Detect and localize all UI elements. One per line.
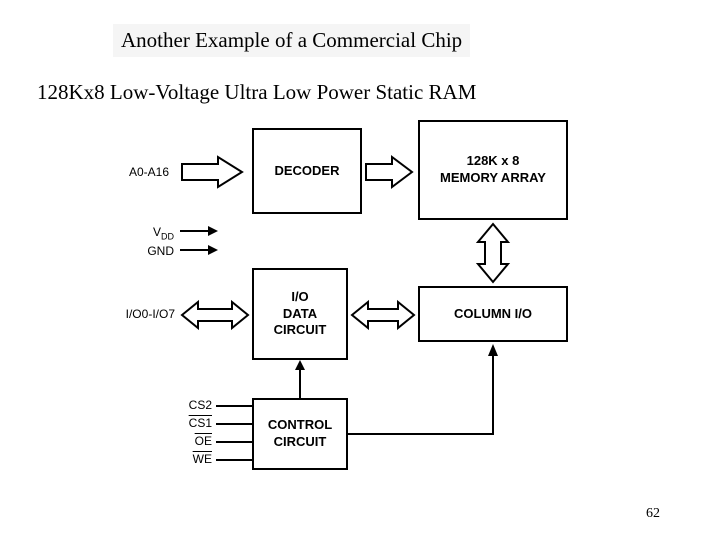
block-column-io: COLUMN I/O: [418, 286, 568, 342]
slide-title: Another Example of a Commercial Chip: [113, 24, 470, 57]
pin-oe: OE: [176, 434, 212, 448]
pin-io-bus: I/O0-I/O7: [109, 307, 175, 321]
arrow-io-to-column: [350, 300, 416, 330]
line-cs2: [216, 404, 252, 408]
arrow-addr-to-decoder: [180, 155, 246, 189]
arrow-control-to-io: [294, 358, 306, 400]
line-oe: [216, 440, 252, 444]
pin-address: A0-A16: [109, 165, 169, 179]
pin-cs2: CS2: [176, 398, 212, 412]
line-we: [216, 458, 252, 462]
arrow-decoder-to-memory: [364, 155, 416, 189]
block-control-circuit: CONTROL CIRCUIT: [252, 398, 348, 470]
block-io-label: I/O DATA CIRCUIT: [274, 289, 327, 340]
pin-we: WE: [176, 452, 212, 466]
slide-subtitle: 128Kx8 Low-Voltage Ultra Low Power Stati…: [37, 80, 476, 105]
pin-cs1: CS1: [176, 416, 212, 430]
arrow-control-to-column: [348, 340, 508, 440]
block-decoder-label: DECODER: [274, 163, 339, 180]
block-column-label: COLUMN I/O: [454, 306, 532, 323]
line-cs1: [216, 422, 252, 426]
pin-vdd: VDD: [138, 225, 174, 241]
page-number: 62: [646, 506, 660, 522]
arrow-gnd: [180, 244, 220, 256]
block-decoder: DECODER: [252, 128, 362, 214]
arrow-iopins-to-circuit: [180, 300, 250, 330]
block-memory-array: 128K x 8 MEMORY ARRAY: [418, 120, 568, 220]
block-control-label: CONTROL CIRCUIT: [268, 417, 332, 451]
arrow-memory-to-column: [476, 222, 510, 284]
arrow-vdd: [180, 225, 220, 237]
block-io-data-circuit: I/O DATA CIRCUIT: [252, 268, 348, 360]
block-memory-label: 128K x 8 MEMORY ARRAY: [440, 153, 546, 187]
pin-gnd: GND: [138, 244, 174, 258]
